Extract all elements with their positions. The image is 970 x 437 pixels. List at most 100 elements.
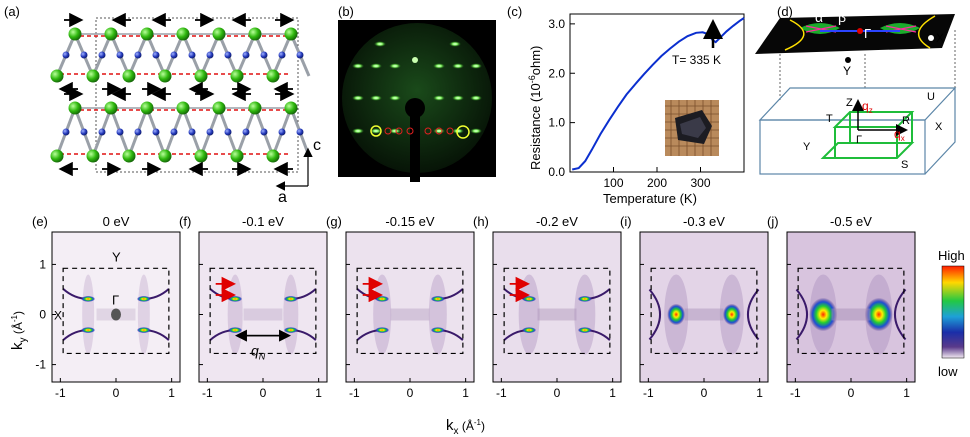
- fs-beta: β: [838, 9, 846, 25]
- bz-x: X: [935, 121, 943, 133]
- ta-atom: [242, 51, 250, 59]
- x-tick-label: 200: [647, 176, 667, 190]
- a-axis-label: a: [278, 189, 287, 206]
- leed-spot: [433, 63, 445, 69]
- leed-spot: [352, 128, 364, 134]
- sym-point-x: X: [54, 309, 62, 323]
- arpes-panel-i: (i) -0.3 eV -1 0 1: [620, 214, 769, 400]
- panel-j-title: -0.5 eV: [830, 214, 872, 229]
- arpes-x-tick-label: -1: [790, 386, 801, 400]
- bz-boundary: [797, 267, 905, 355]
- bz-u: U: [927, 91, 935, 103]
- spectral-hotspot: [136, 295, 151, 302]
- te-atom: [50, 69, 64, 83]
- band-contour: [746, 288, 760, 341]
- spectral-hotspot: [136, 327, 151, 334]
- te-atom: [230, 149, 244, 163]
- arpes-panel-f: (f) -0.1 eV -1 0 1 qN: [179, 214, 328, 400]
- leed-spot: [452, 63, 464, 69]
- arpes-x-tick-label: -1: [496, 386, 507, 400]
- te-atom: [50, 149, 64, 163]
- arpes-panel-g: (g) -0.15 eV -1 0 1: [326, 214, 475, 400]
- te-atom: [158, 149, 172, 163]
- bz-gamma: Γ: [856, 134, 862, 146]
- c-axis-label: c: [313, 137, 321, 154]
- ta-atom: [170, 51, 178, 59]
- te-atom: [140, 101, 154, 115]
- panel-h-label: (h): [473, 214, 489, 229]
- fs-x: X: [936, 31, 944, 45]
- bz-qx: qx: [894, 127, 905, 143]
- te-atom: [212, 101, 226, 115]
- ta-atom: [170, 128, 178, 136]
- leed-spot: [470, 63, 482, 69]
- sym-point-y: Y: [112, 250, 121, 265]
- arpes-x-tick-label: 1: [315, 386, 322, 400]
- transition-annotation: T= 335 K: [672, 53, 721, 67]
- fermi-surface-contours: [784, 15, 936, 51]
- ta-atom: [134, 128, 142, 136]
- leed-spot: [433, 128, 445, 134]
- te-atom: [104, 27, 118, 41]
- bz-boundary: [62, 267, 170, 355]
- central-feature: [390, 308, 430, 321]
- spectral-hotspot: [864, 297, 893, 332]
- leed-spot: [452, 95, 464, 101]
- spectral-hotspot: [228, 295, 243, 302]
- resistance-ylabel: Resistance (10-6ohm): [527, 46, 543, 170]
- panel-i-label: (i): [620, 214, 632, 229]
- ta-atom: [80, 128, 88, 136]
- leed-spot: [470, 95, 482, 101]
- resistance-xlabel: Temperature (K): [603, 191, 697, 206]
- arpes-maps: (e) 0 eV 1 0 -1 -1 0 1 Y Γ X (f) -0.1 eV -1 0 1 qN (g) -0.…: [32, 214, 916, 400]
- y-tick-label: 2.0: [548, 66, 565, 80]
- band-lobe: [283, 274, 299, 355]
- central-feature: [684, 308, 724, 321]
- te-atom: [104, 101, 118, 115]
- te-atom: [248, 27, 262, 41]
- panel-c: (c) 0.0 1.0 2.0 3.0 100 200 300 T= 335 K Resis…: [507, 4, 745, 206]
- sym-point-gamma: Γ: [112, 293, 119, 308]
- panel-e-label: (e): [32, 214, 48, 229]
- ta-atom: [296, 51, 304, 59]
- panel-i-title: -0.3 eV: [683, 214, 725, 229]
- arpes-map-i: [639, 231, 769, 383]
- band-lobe: [227, 274, 243, 355]
- panel-c-label: (c): [507, 4, 522, 19]
- arpes-x-tick-label: -1: [55, 386, 66, 400]
- bz-boundary: [209, 267, 317, 355]
- central-feature: [831, 308, 871, 321]
- ta-atom: [116, 128, 124, 136]
- ky-axis-label: ky (Å-1): [9, 311, 29, 350]
- te-atom: [68, 101, 82, 115]
- gamma-point: [111, 308, 121, 321]
- ta-atom: [260, 128, 268, 136]
- panel-a-label: (a): [4, 4, 20, 19]
- panel-e-title: 0 eV: [103, 214, 130, 229]
- colorbar-gradient: [941, 265, 965, 359]
- arpes-x-tick-label: 0: [848, 386, 855, 400]
- te-atom: [194, 69, 208, 83]
- arpes-x-tick-label: -1: [349, 386, 360, 400]
- electron-gun: [405, 98, 425, 118]
- spectral-hotspot: [375, 327, 390, 334]
- bz-qz: qz: [862, 99, 873, 115]
- arpes-x-tick-label: 0: [407, 386, 414, 400]
- te-atom: [86, 69, 100, 83]
- arpes-x-tick-label: 1: [462, 386, 469, 400]
- spectral-hotspot: [522, 295, 537, 302]
- te-atom: [140, 27, 154, 41]
- spectral-hotspot: [722, 303, 741, 326]
- spectral-hotspot: [577, 295, 592, 302]
- te-atom: [248, 101, 262, 115]
- ta-atom: [62, 51, 70, 59]
- kx-axis-label: kx (Å-1): [446, 417, 485, 437]
- arpes-x-tick-label: -1: [202, 386, 213, 400]
- ta-atom: [116, 51, 124, 59]
- arpes-map-e: [51, 231, 181, 383]
- spectral-hotspot: [809, 297, 838, 332]
- band-lobe: [373, 274, 392, 355]
- panel-d-label: (d): [777, 4, 793, 19]
- spectral-hotspot: [228, 327, 243, 334]
- fs-alpha: α: [815, 9, 823, 25]
